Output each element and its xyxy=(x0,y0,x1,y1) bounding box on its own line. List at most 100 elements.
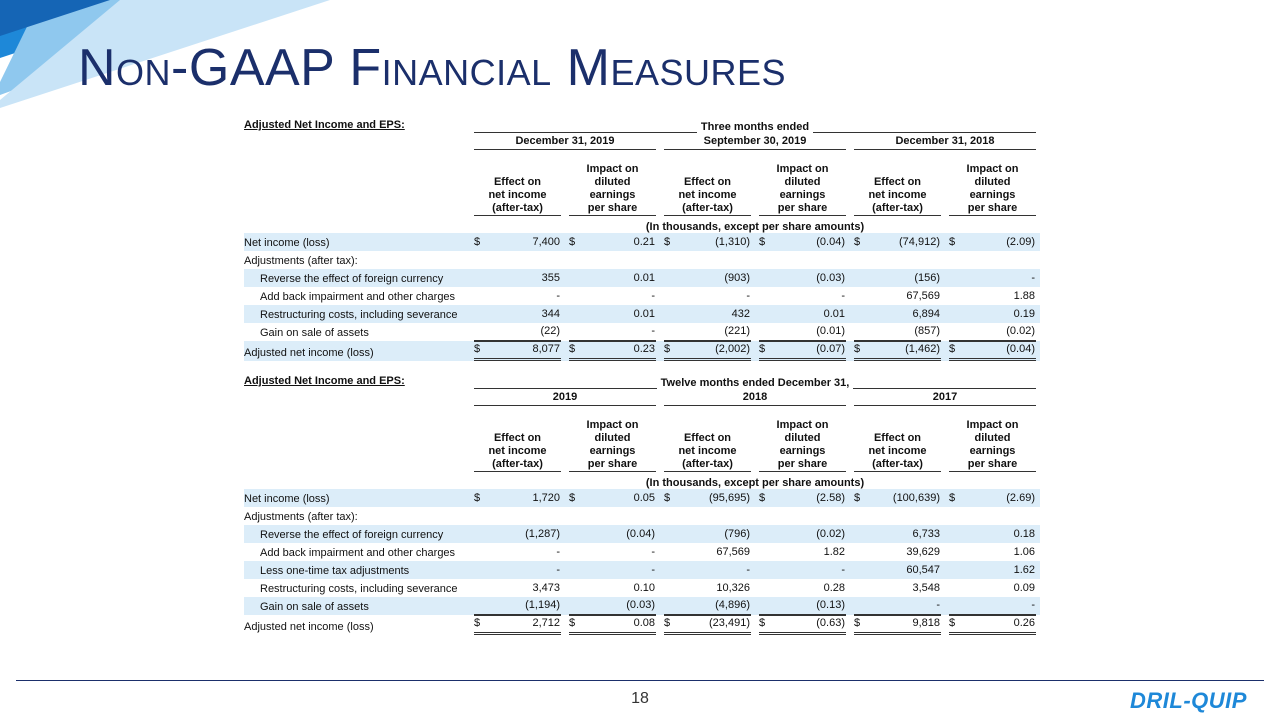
currency: $ xyxy=(949,492,956,504)
subheader-line: Impact on xyxy=(776,163,829,175)
value-cell: - xyxy=(945,597,1040,615)
subheader-line: diluted xyxy=(974,432,1011,444)
currency: $ xyxy=(759,343,766,355)
amount: (0.01) xyxy=(816,325,845,337)
value-cell: $ (2.58) xyxy=(755,489,850,507)
data-row: Reverse the effect of foreign currency (1… xyxy=(244,525,1040,543)
amount: (2,002) xyxy=(715,343,750,355)
value: - xyxy=(569,324,656,341)
amount: 67,569 xyxy=(906,290,940,302)
subheader-line: per share xyxy=(777,202,828,214)
value-cell: $7,400 xyxy=(470,233,565,251)
value-cell xyxy=(660,507,755,525)
value-cell: $8,077 xyxy=(470,341,565,361)
value: (4,896) xyxy=(664,598,751,615)
currency: $ xyxy=(949,236,956,248)
value: - xyxy=(759,289,846,305)
amount: - xyxy=(1031,599,1035,611)
amount: (857) xyxy=(914,325,940,337)
row-label: Adjustments (after tax): xyxy=(244,511,358,523)
value: 67,569 xyxy=(664,545,751,561)
amount: 0.05 xyxy=(633,492,655,504)
period-cell: Three months ended xyxy=(470,118,1040,133)
currency: $ xyxy=(854,343,861,355)
subheader: Impact on diluted earnings per share xyxy=(949,419,1036,472)
amount: 6,733 xyxy=(912,528,940,540)
value: $ (74,912) xyxy=(854,235,941,251)
value: 3,548 xyxy=(854,581,941,597)
amount: 60,547 xyxy=(906,564,940,576)
value: 1.62 xyxy=(949,563,1036,579)
data-row: Restructuring costs, including severance… xyxy=(244,305,1040,323)
amount: 39,629 xyxy=(906,546,940,558)
amount: - xyxy=(746,290,750,302)
row-label: Less one-time tax adjustments xyxy=(244,561,470,579)
value-cell: $9,818 xyxy=(850,615,945,635)
currency: $ xyxy=(664,343,671,355)
value-cell xyxy=(755,507,850,525)
value: (0.04) xyxy=(569,527,656,543)
value-cell: $ (0.63) xyxy=(755,615,850,635)
amount: (1,194) xyxy=(525,599,560,611)
amount: (0.04) xyxy=(1006,343,1035,355)
value-cell: (221) xyxy=(660,323,755,341)
row-label: Reverse the effect of foreign currency xyxy=(244,525,470,543)
value-cell: 3,473 xyxy=(470,579,565,597)
subheader-cell: Effect on net income (after-tax) xyxy=(470,406,565,472)
header-row: Adjusted Net Income and EPS: Three months… xyxy=(244,118,1040,133)
value-cell: 10,326 xyxy=(660,579,755,597)
amount: 1.06 xyxy=(1013,546,1035,558)
value: $2,712 xyxy=(474,615,561,635)
value-cell: $ (74,912) xyxy=(850,233,945,251)
value-cell: - xyxy=(565,323,660,341)
page-number: 18 xyxy=(631,690,649,707)
table-label: Adjusted Net Income and EPS: xyxy=(244,119,405,131)
subheader: Impact on diluted earnings per share xyxy=(569,163,656,216)
subheader-line: per share xyxy=(967,202,1018,214)
value-cell: $ (1,310) xyxy=(660,233,755,251)
value: $7,400 xyxy=(474,235,561,251)
value-cell: - xyxy=(470,561,565,579)
currency: $ xyxy=(759,236,766,248)
value-cell: 1.62 xyxy=(945,561,1040,579)
value: $ (2,002) xyxy=(664,341,751,361)
amount: 344 xyxy=(541,308,560,320)
value-cell: - xyxy=(470,287,565,305)
value: - xyxy=(759,563,846,579)
amount: - xyxy=(651,325,655,337)
spacer xyxy=(244,406,470,472)
value-cell xyxy=(660,251,755,269)
row-label: Net income (loss) xyxy=(244,233,470,251)
amount: (100,639) xyxy=(892,492,940,504)
subheader-cell: Impact on diluted earnings per share xyxy=(755,150,850,216)
amount: (0.03) xyxy=(816,272,845,284)
column-cell: December 31, 2019 xyxy=(470,133,660,150)
subheader-line: Effect on xyxy=(873,176,922,188)
amount: (74,912) xyxy=(899,236,940,248)
value: $0.21 xyxy=(569,235,656,251)
data-row: Net income (loss) $7,400 $0.21 $ (1,310) $ (0.… xyxy=(244,233,1040,251)
spacer xyxy=(244,133,470,150)
amount: (1,287) xyxy=(525,528,560,540)
period-cell: Twelve months ended December 31, xyxy=(470,374,1040,389)
value-cell: $0.21 xyxy=(565,233,660,251)
amount: - xyxy=(841,290,845,302)
value: (0.03) xyxy=(759,271,846,287)
column-header: 2018 xyxy=(664,390,846,406)
rule-line xyxy=(853,387,1037,389)
data-row: Gain on sale of assets (1,194) (0.03) (4,89… xyxy=(244,597,1040,615)
value: $ (0.04) xyxy=(949,341,1036,361)
data-row: Add back impairment and other charges - - -… xyxy=(244,287,1040,305)
unit-note: (In thousands, except per share amounts) xyxy=(645,477,865,489)
amount: 0.01 xyxy=(633,308,655,320)
value: 1.82 xyxy=(759,545,846,561)
column-header: December 31, 2018 xyxy=(854,134,1036,150)
subheader-line: net income xyxy=(488,189,547,201)
subheader-cell: Effect on net income (after-tax) xyxy=(850,150,945,216)
data-row: Add back impairment and other charges - - 6… xyxy=(244,543,1040,561)
data-row: Adjusted net income (loss) $8,077 $0.23 $ (2… xyxy=(244,341,1040,361)
financial-table: Adjusted Net Income and EPS: Three months… xyxy=(244,118,1040,361)
value-cell: - xyxy=(755,561,850,579)
subheader-line: Effect on xyxy=(873,432,922,444)
subheader-line: Impact on xyxy=(776,419,829,431)
